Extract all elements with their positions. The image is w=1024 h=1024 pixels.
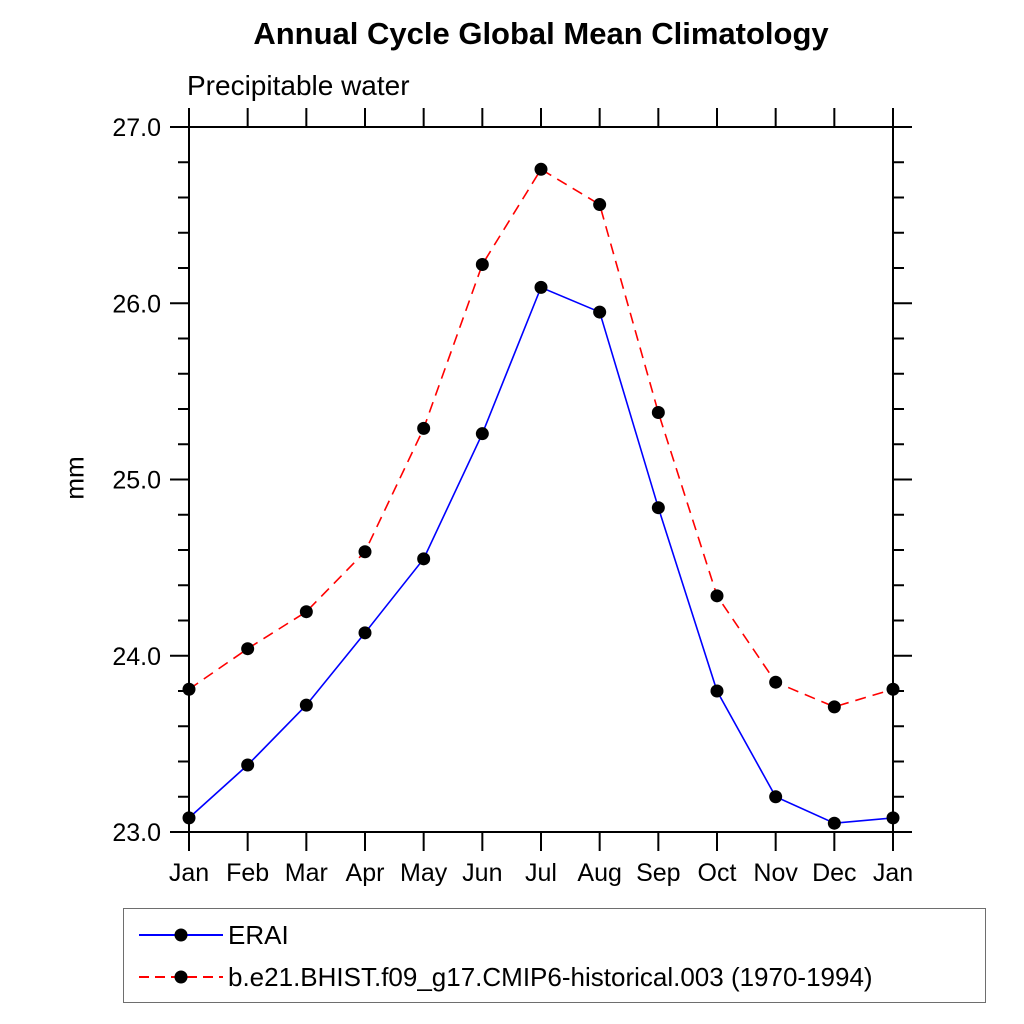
legend-item-erai: ERAI <box>137 914 985 956</box>
data-point-marker <box>417 552 431 566</box>
data-point-marker <box>241 758 255 772</box>
data-point-marker <box>299 605 313 619</box>
data-point-marker <box>358 626 372 640</box>
erai-line-sample <box>139 928 223 941</box>
y-tick-label: 27.0 <box>112 114 161 142</box>
x-tick-label: Aug <box>577 859 621 887</box>
plot-frame <box>188 126 894 833</box>
data-point-marker <box>534 162 548 176</box>
data-point-marker <box>241 642 255 656</box>
model-line-sample <box>139 970 223 983</box>
x-tick-label: Feb <box>226 859 269 887</box>
data-point-marker <box>710 684 724 698</box>
data-point-marker <box>710 589 724 603</box>
y-tick-label: 26.0 <box>112 290 161 318</box>
x-tick-label: Jan <box>169 859 209 887</box>
x-tick-label: Jun <box>462 859 502 887</box>
y-tick-label: 25.0 <box>112 467 161 495</box>
data-point-marker <box>769 675 783 689</box>
y-axis-label: mm <box>59 456 90 500</box>
data-point-marker <box>651 501 665 515</box>
x-tick-label: Oct <box>698 859 737 887</box>
data-point-marker <box>475 427 489 441</box>
x-tick-label: Dec <box>812 859 856 887</box>
data-point-marker <box>417 421 431 435</box>
x-tick-label: Mar <box>285 859 328 887</box>
chart-subtitle: Precipitable water <box>187 70 410 101</box>
data-point-marker <box>886 811 900 825</box>
data-point-marker <box>182 811 196 825</box>
data-point-marker <box>886 682 900 696</box>
data-point-marker <box>475 257 489 271</box>
data-point-marker <box>534 280 548 294</box>
legend-item-model: b.e21.BHIST.f09_g17.CMIP6-historical.003… <box>137 956 985 998</box>
data-point-marker <box>182 682 196 696</box>
data-point-marker <box>827 816 841 830</box>
x-tick-label: Nov <box>753 859 798 887</box>
erai-line <box>188 286 894 825</box>
y-tick-label: 24.0 <box>112 643 161 671</box>
legend-box: ERAI b.e21.BHIST.f09_g17.CMIP6-historica… <box>123 908 986 1003</box>
x-tick-label: Sep <box>636 859 680 887</box>
data-point-marker <box>593 305 607 319</box>
y-tick-label: 23.0 <box>112 819 161 847</box>
data-point-marker <box>651 406 665 420</box>
data-point-marker <box>358 545 372 559</box>
chart-title: Annual Cycle Global Mean Climatology <box>253 16 829 51</box>
legend-label-model: b.e21.BHIST.f09_g17.CMIP6-historical.003… <box>228 961 873 992</box>
data-point-marker <box>827 700 841 714</box>
legend-label-erai: ERAI <box>228 919 289 950</box>
model-line <box>188 168 894 708</box>
data-point-marker <box>769 790 783 804</box>
x-tick-label: Apr <box>346 859 385 887</box>
data-point-marker <box>593 198 607 212</box>
x-tick-label: Jan <box>873 859 913 887</box>
data-point-marker <box>299 698 313 712</box>
x-tick-label: Jul <box>525 859 557 887</box>
x-tick-label: May <box>400 859 448 887</box>
